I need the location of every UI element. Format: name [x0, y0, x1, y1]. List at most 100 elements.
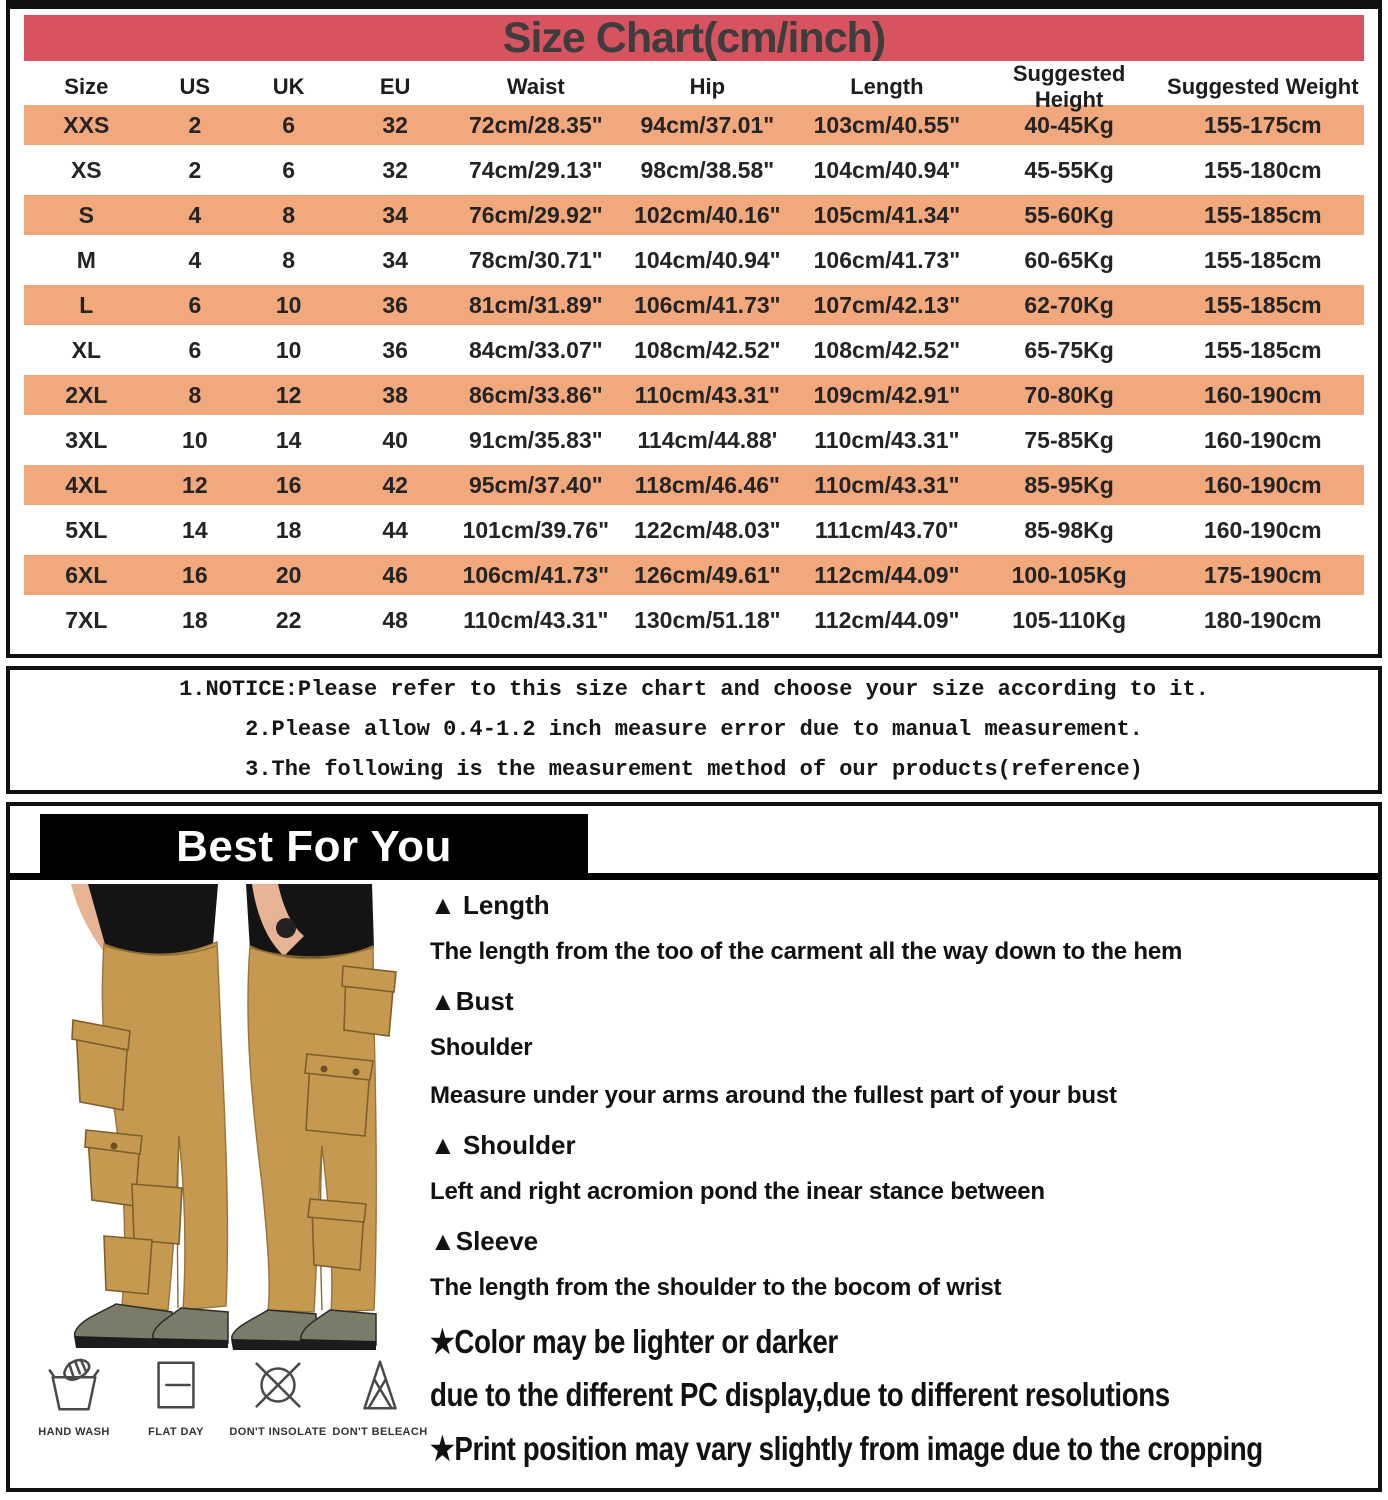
- care-item: DON'T INSOLATE: [229, 1354, 326, 1438]
- table-cell: M: [76, 246, 96, 273]
- table-cell: 84cm/33.07": [468, 336, 603, 363]
- table-row-2xl: 2XL 8 12 38 86cm/33.86" 110cm/43.31" 109cm/42.…: [24, 375, 1364, 415]
- table-cell: 40: [382, 426, 408, 453]
- table-cell: 155-185cm: [1203, 336, 1322, 363]
- notice-line-3: 3.The following is the measurement metho…: [245, 757, 1143, 782]
- table-cell: 48: [382, 606, 408, 633]
- divider-line: [10, 873, 1378, 880]
- table-cell: 36: [382, 291, 408, 318]
- column-header: Suggested Weight: [1167, 74, 1359, 99]
- table-cell: 112cm/44.09": [814, 606, 960, 633]
- size-chart-title-bar: Size Chart(cm/inch): [24, 13, 1364, 62]
- care-item: FLAT DAY: [130, 1354, 222, 1438]
- column-header: Hip: [689, 74, 726, 99]
- table-cell: 65-75Kg: [1024, 336, 1114, 363]
- table-cell: 155-175cm: [1203, 111, 1322, 138]
- measure-text-line: ★Print position may vary slightly from i…: [430, 1430, 1263, 1467]
- table-cell: 106cm/41.73": [634, 291, 781, 318]
- best-for-you-banner: Best For You: [40, 814, 588, 880]
- table-cell: 155-185cm: [1203, 291, 1322, 318]
- table-cell: 103cm/40.55": [813, 111, 961, 138]
- table-cell: 10: [275, 336, 302, 363]
- column-header: US: [179, 74, 211, 99]
- table-cell: 18: [275, 516, 302, 543]
- table-cell: 14: [182, 516, 208, 543]
- measure-text-line: ★Color may be lighter or darker: [430, 1323, 838, 1360]
- measure-heading: ▲Sleeve: [430, 1226, 539, 1256]
- column-header: Waist: [506, 74, 565, 99]
- table-cell: 155-185cm: [1203, 246, 1322, 273]
- care-item-label: FLAT DAY: [148, 1426, 204, 1438]
- table-row-s: S 4 8 34 76cm/29.92" 102cm/40.16" 105cm/41.34"…: [24, 195, 1364, 235]
- table-cell: 104cm/40.94": [813, 156, 961, 183]
- table-cell: 44: [382, 516, 408, 543]
- table-cell: 16: [275, 471, 302, 498]
- table-cell: 46: [382, 561, 408, 588]
- table-cell: S: [78, 201, 94, 228]
- table-cell: 160-190cm: [1203, 471, 1322, 498]
- table-cell: 6: [188, 291, 202, 318]
- table-cell: 4: [188, 246, 202, 273]
- table-cell: 18: [182, 606, 208, 633]
- care-item: DON'T BELEACH: [332, 1354, 427, 1438]
- table-cell: 7XL: [65, 606, 108, 633]
- table-row-3xl: 3XL 10 14 40 91cm/35.83" 114cm/44.88' 110cm/43…: [24, 420, 1364, 460]
- table-cell: 110cm/43.31": [814, 471, 960, 498]
- table-cell: 2XL: [65, 381, 108, 408]
- table-cell: 40-45Kg: [1024, 111, 1114, 138]
- column-header: Size: [64, 74, 109, 99]
- table-cell: 3XL: [65, 426, 108, 453]
- page-title: Size Chart(cm/inch): [502, 13, 886, 62]
- table-cell: 85-95Kg: [1024, 471, 1114, 498]
- table-cell: 22: [275, 606, 302, 633]
- table-cell: 101cm/39.76": [462, 516, 610, 543]
- table-cell: 8: [282, 246, 296, 273]
- table-cell: 62-70Kg: [1024, 291, 1114, 318]
- table-cell: 4XL: [65, 471, 108, 498]
- table-cell: 42: [382, 471, 408, 498]
- table-row-xs: XS 2 6 32 74cm/29.13" 98cm/38.58" 104cm/40.94"…: [24, 150, 1364, 190]
- table-cell: 110cm/43.31": [634, 381, 780, 408]
- table-row-m: M 4 8 34 78cm/30.71" 104cm/40.94" 106cm/41.73"…: [24, 240, 1364, 280]
- table-cell: 109cm/42.91": [813, 381, 961, 408]
- table-cell: 111cm/43.70": [814, 516, 959, 543]
- table-header-row: Size US UK EU Waist Hip Length Suggested Height…: [24, 61, 1364, 112]
- table-cell: 72cm/28.35": [468, 111, 603, 138]
- table-cell: 10: [275, 291, 302, 318]
- table-cell: XXS: [63, 111, 110, 138]
- table-cell: XL: [71, 336, 101, 363]
- measure-text-line: due to the different PC display,due to d…: [430, 1376, 1170, 1413]
- table-cell: 108cm/42.52": [813, 336, 961, 363]
- table-cell: 105-110Kg: [1012, 606, 1127, 633]
- table-cell: 20: [275, 561, 302, 588]
- table-cell: 160-190cm: [1203, 516, 1322, 543]
- table-cell: 102cm/40.16": [634, 201, 781, 228]
- table-cell: 2: [188, 156, 202, 183]
- table-cell: 126cm/49.61": [634, 561, 781, 588]
- table-cell: 38: [382, 381, 408, 408]
- table-cell: 110cm/43.31": [814, 426, 960, 453]
- table-row-xxs: XXS 2 6 32 72cm/28.35" 94cm/37.01" 103cm/40.55…: [24, 105, 1364, 145]
- measure-text-line: Measure under your arms around the fulle…: [430, 1082, 1117, 1109]
- table-row-4xl: 4XL 12 16 42 95cm/37.40" 118cm/46.46" 110cm/43…: [24, 465, 1364, 505]
- measure-heading: ▲ Length: [430, 890, 550, 920]
- table-cell: 86cm/33.86": [468, 381, 603, 408]
- table-cell: 81cm/31.89": [468, 291, 603, 318]
- cargo-pants-photo: [16, 884, 424, 1352]
- table-row-5xl: 5XL 14 18 44 101cm/39.76" 122cm/48.03" 111cm/4…: [24, 510, 1364, 550]
- table-cell: 36: [382, 336, 408, 363]
- table-cell: 98cm/38.58": [640, 156, 775, 183]
- measure-text-line: Left and right acromion pond the inear s…: [430, 1178, 1045, 1205]
- table-cell: 55-60Kg: [1024, 201, 1114, 228]
- table-cell: 180-190cm: [1203, 606, 1322, 633]
- care-item-label: HAND WASH: [38, 1426, 110, 1438]
- table-cell: 8: [188, 381, 202, 408]
- table-cell: 114cm/44.88': [637, 426, 778, 453]
- table-cell: 6: [282, 156, 296, 183]
- table-cell: 106cm/41.73": [813, 246, 961, 273]
- notice-section: 1.NOTICE:Please refer to this size chart…: [6, 666, 1382, 794]
- dont-insolate-icon: [255, 1362, 301, 1408]
- table-cell: 105cm/41.34": [813, 201, 961, 228]
- table-cell: 12: [275, 381, 302, 408]
- table-cell: 34: [382, 201, 408, 228]
